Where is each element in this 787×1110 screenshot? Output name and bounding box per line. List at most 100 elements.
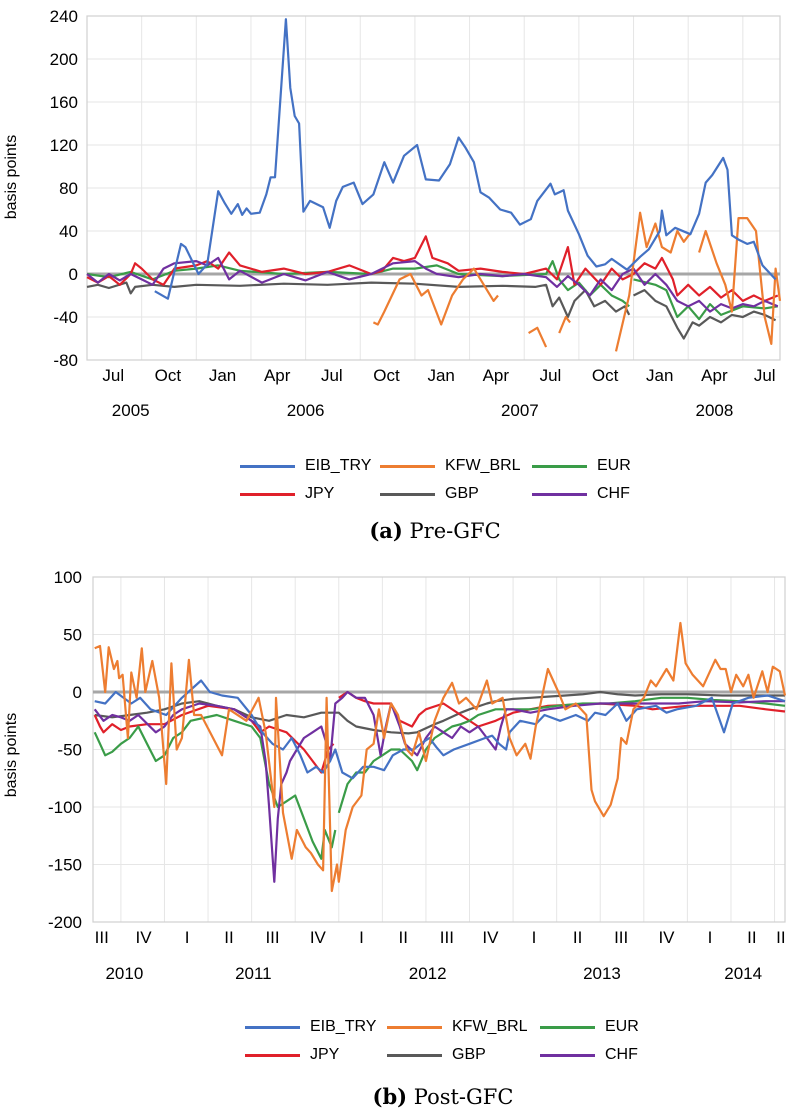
legend-item-chf: CHF bbox=[532, 484, 630, 504]
x-tick-label: III bbox=[614, 928, 628, 947]
legend-swatch bbox=[387, 1025, 442, 1029]
legend-swatch bbox=[540, 1025, 595, 1029]
legend-swatch bbox=[380, 464, 435, 468]
x-tick-label: III bbox=[95, 928, 109, 947]
legend-label: GBP bbox=[452, 1046, 486, 1063]
y-tick-label: -50 bbox=[57, 741, 82, 760]
series-line-jpy bbox=[338, 690, 786, 728]
legend-label: GBP bbox=[445, 485, 479, 502]
series-line-kfw-brl bbox=[528, 326, 548, 348]
legend-item-jpy: JPY bbox=[245, 1045, 339, 1065]
legend-label: KFW_BRL bbox=[452, 1018, 528, 1035]
x-tick-label: IV bbox=[310, 928, 327, 947]
year-label: 2013 bbox=[583, 964, 621, 983]
y-tick-label: 0 bbox=[73, 683, 82, 702]
caption-post-gfc: (b) Post-GFC bbox=[373, 1084, 514, 1109]
series-line-chf bbox=[86, 256, 779, 313]
x-tick-label: Jul bbox=[540, 366, 562, 385]
x-tick-label: Jul bbox=[321, 366, 343, 385]
series-line-kfw-brl bbox=[94, 621, 787, 893]
legend-swatch bbox=[380, 492, 435, 496]
legend-item-kfw-brl: KFW_BRL bbox=[380, 456, 521, 476]
series-gbp bbox=[86, 281, 777, 340]
y-tick-label: 80 bbox=[59, 179, 78, 198]
legend-item-eib-try: EIB_TRY bbox=[240, 456, 371, 476]
x-tick-label: I bbox=[708, 928, 713, 947]
legend-item-eur: EUR bbox=[532, 456, 631, 476]
legend-item-kfw-brl: KFW_BRL bbox=[387, 1017, 528, 1037]
y-tick-label: 40 bbox=[59, 222, 78, 241]
y-tick-label: 0 bbox=[69, 265, 78, 284]
caption-pre-gfc: (a) Pre-GFC bbox=[369, 518, 500, 543]
legend-item-eib-try: EIB_TRY bbox=[245, 1017, 376, 1037]
x-tick-label: IV bbox=[482, 928, 499, 947]
year-label: 2007 bbox=[501, 401, 539, 420]
legend-swatch bbox=[240, 464, 295, 468]
x-tick-label: Jul bbox=[754, 366, 776, 385]
x-tick-label: Oct bbox=[373, 366, 400, 385]
series-line-eib-try bbox=[154, 18, 777, 300]
x-tick-label: Jan bbox=[209, 366, 236, 385]
y-tick-label: -100 bbox=[48, 798, 82, 817]
legend-swatch bbox=[245, 1025, 300, 1029]
year-label: 2014 bbox=[724, 964, 762, 983]
series-line-gbp bbox=[94, 690, 785, 735]
series-line-eur bbox=[93, 713, 337, 860]
x-tick-label: II bbox=[399, 928, 408, 947]
legend-label: EIB_TRY bbox=[305, 457, 372, 474]
y-tick-label: 120 bbox=[50, 136, 78, 155]
x-tick-label: III bbox=[440, 928, 454, 947]
x-tick-label: IV bbox=[658, 928, 675, 947]
legend-label: EUR bbox=[597, 457, 631, 474]
legend-swatch bbox=[532, 464, 587, 468]
x-tick-label: IV bbox=[136, 928, 153, 947]
legend-label: EUR bbox=[605, 1018, 639, 1035]
legend-item-chf: CHF bbox=[540, 1045, 638, 1065]
series-kfw-brl bbox=[94, 621, 787, 893]
x-tick-label: II bbox=[573, 928, 582, 947]
year-label: 2010 bbox=[105, 964, 143, 983]
caption-text: Post-GFC bbox=[413, 1085, 514, 1109]
x-tick-label: I bbox=[185, 928, 190, 947]
series-line-eur bbox=[633, 278, 778, 321]
legend-label: CHF bbox=[605, 1046, 638, 1063]
x-tick-label: II bbox=[747, 928, 756, 947]
x-tick-label: I bbox=[532, 928, 537, 947]
legend-swatch bbox=[240, 492, 295, 496]
caption-label: (a) bbox=[369, 518, 403, 543]
x-tick-label: Jul bbox=[102, 366, 124, 385]
y-tick-label: 160 bbox=[50, 93, 78, 112]
series-line-kfw-brl bbox=[372, 267, 499, 326]
legend-swatch bbox=[387, 1053, 442, 1057]
series-line-gbp bbox=[633, 289, 777, 340]
y-tick-label: -80 bbox=[53, 351, 78, 370]
series-eur bbox=[86, 260, 778, 321]
legend-swatch bbox=[532, 492, 587, 496]
series-line-kfw-brl bbox=[558, 315, 571, 334]
legend-swatch bbox=[540, 1053, 595, 1057]
legend-label: JPY bbox=[305, 485, 335, 502]
series-line-gbp bbox=[86, 281, 631, 319]
y-axis-label: basis points bbox=[3, 713, 20, 798]
y-axis-label: basis points bbox=[3, 135, 20, 220]
legend-label: EIB_TRY bbox=[310, 1018, 377, 1035]
legend-label: CHF bbox=[597, 485, 630, 502]
x-tick-label: III bbox=[776, 928, 787, 947]
legend-swatch bbox=[245, 1053, 300, 1057]
pre-gfc-chart: 240 200 160 120 80 40 0 -40 -80 Jul Oct Jan Apr Jul Oc… bbox=[3, 7, 782, 420]
x-tick-label: I bbox=[359, 928, 364, 947]
x-tick-label: Apr bbox=[701, 366, 728, 385]
x-tick-label: III bbox=[265, 928, 279, 947]
y-tick-label: 50 bbox=[63, 626, 82, 645]
series-line-kfw-brl bbox=[698, 217, 782, 345]
x-tick-label: Apr bbox=[483, 366, 510, 385]
series-gbp bbox=[94, 690, 785, 735]
legend-item-gbp: GBP bbox=[387, 1045, 486, 1065]
year-label: 2008 bbox=[696, 401, 734, 420]
legend-item-gbp: GBP bbox=[380, 484, 479, 504]
caption-text: Pre-GFC bbox=[409, 519, 501, 543]
y-tick-label: -150 bbox=[48, 856, 82, 875]
legend-item-jpy: JPY bbox=[240, 484, 334, 504]
x-tick-label: Jan bbox=[646, 366, 673, 385]
